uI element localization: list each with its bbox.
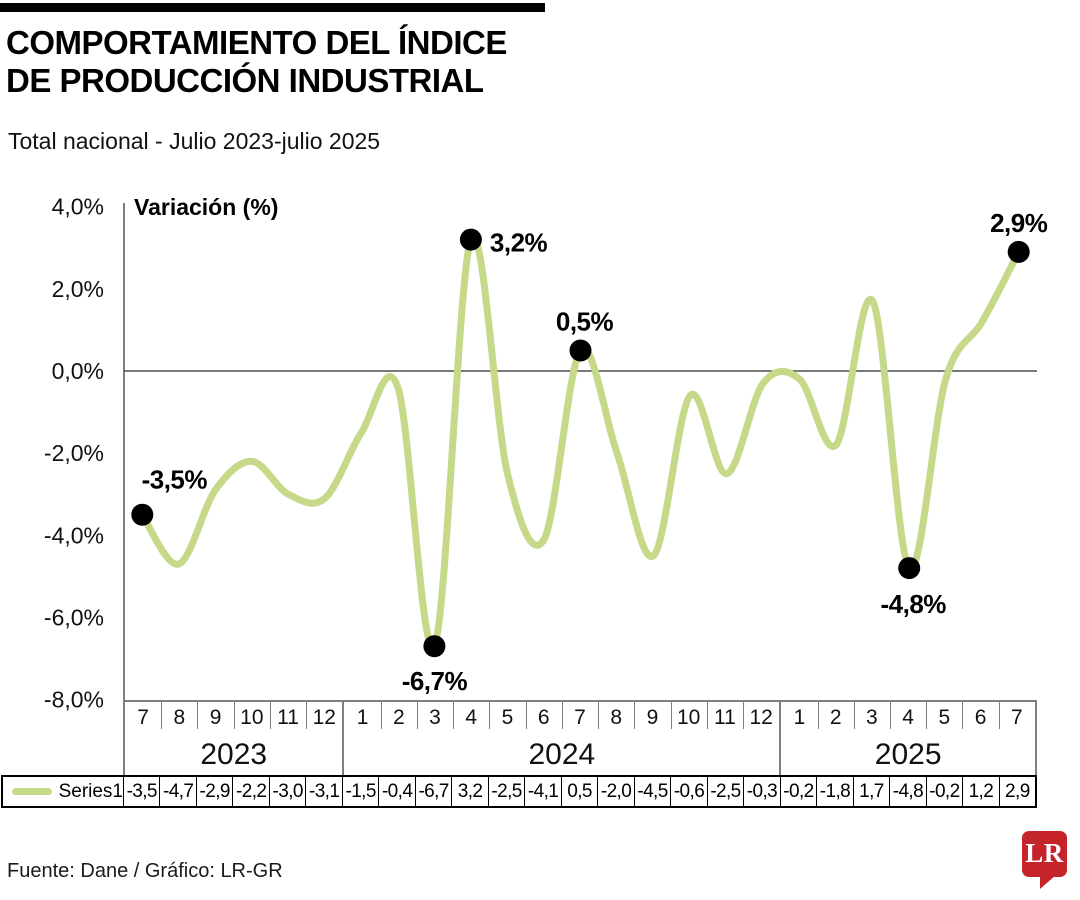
- annotation-label: -4,8%: [880, 589, 946, 619]
- values-table: Series1 -3,5 -4,7 -2,9 -2,2 -3,0 -3,1 -1,5 -0,4…: [1, 775, 1037, 808]
- value-cell: -3,1: [305, 777, 341, 806]
- annotation-label: 3,2%: [490, 228, 548, 258]
- source-credit: Fuente: Dane / Gráfico: LR-GR: [7, 860, 283, 882]
- value-cell: 0,5: [560, 777, 597, 806]
- chart-subtitle: Total nacional - Julio 2023-julio 2025: [8, 128, 381, 154]
- month-label: 2: [817, 702, 854, 734]
- months-row: 1 2 3 4 5 6 7 8 9 10 11 12: [344, 702, 779, 734]
- line-chart: Variación (%) 4,0% 2,0% 0,0% -2,0% -4,0% -6,0…: [44, 194, 1048, 713]
- y-axis-tick-label: 0,0%: [52, 358, 104, 384]
- value-cell: -4,8: [889, 777, 925, 806]
- y-axis-tick-label: -4,0%: [44, 522, 104, 548]
- y-axis-tick-label: -2,0%: [44, 440, 104, 466]
- page-title-line2: DE PRODUCCIÓN INDUSTRIAL: [6, 62, 484, 99]
- value-cell: 3,2: [451, 777, 487, 806]
- data-point-marker: [1007, 240, 1030, 263]
- data-point-marker: [459, 228, 482, 251]
- y-axis-ticks: 4,0% 2,0% 0,0% -2,0% -4,0% -6,0% -8,0%: [44, 194, 104, 713]
- month-label: 5: [489, 702, 525, 734]
- year-label: 2023: [200, 737, 268, 771]
- value-cell: -2,2: [232, 777, 268, 806]
- value-cell: -0,3: [743, 777, 779, 806]
- y-axis-tick-label: -6,0%: [44, 604, 104, 630]
- data-point-marker: [131, 503, 154, 526]
- month-label: 3: [416, 702, 453, 734]
- lr-logo: LR: [1022, 831, 1067, 889]
- month-label: 5: [926, 702, 962, 734]
- month-label: 9: [634, 702, 670, 734]
- value-cell: -2,0: [597, 777, 633, 806]
- month-label: 1: [356, 706, 369, 729]
- annotation-label: -6,7%: [402, 666, 468, 696]
- page-title: COMPORTAMIENTO DEL ÍNDICE DE PRODUCCIÓN …: [6, 24, 507, 100]
- month-label: 7: [137, 706, 149, 729]
- annotations-layer: -3,5% -6,7% 3,2% 0,5% -4,8% 2,9%: [131, 208, 1048, 696]
- annotation-label: -3,5%: [142, 465, 208, 495]
- year-group-2025: 1 2 3 4 5 6 7 2025: [779, 702, 1035, 775]
- series-line-swatch: [12, 788, 52, 795]
- y-axis-tick-label: 2,0%: [52, 276, 104, 302]
- value-cell: -2,5: [487, 777, 524, 806]
- value-cell: -3,5: [123, 777, 159, 806]
- month-label: 7: [561, 702, 598, 734]
- header-accent-bar: [0, 3, 545, 12]
- value-cell: -2,9: [195, 777, 232, 806]
- series-line: [138, 233, 1023, 652]
- month-label: 12: [743, 702, 779, 734]
- value-cell: -0,6: [670, 777, 706, 806]
- x-axis-header-table: 7 8 9 10 11 12 2023 1 2 3 4 5 6 7 8 9 10 11 12 2024 1 2 3 4 5 6 7 2…: [123, 700, 1037, 775]
- series-layer: [138, 233, 1023, 652]
- lr-logo-text: LR: [1025, 838, 1064, 868]
- value-cell: -0,4: [378, 777, 414, 806]
- month-label: 6: [525, 702, 562, 734]
- month-label: 1: [793, 706, 806, 729]
- annotation-label: 2,9%: [990, 208, 1048, 238]
- year-label: 2024: [528, 737, 596, 771]
- month-label: 9: [197, 702, 233, 734]
- page-title-line1: COMPORTAMIENTO DEL ÍNDICE: [6, 24, 507, 61]
- value-cell: -2,5: [706, 777, 743, 806]
- lr-logo-tail: [1040, 875, 1056, 889]
- y-axis-tick-label: 4,0%: [52, 194, 104, 220]
- value-cell: 1,2: [962, 777, 998, 806]
- month-label: 11: [269, 702, 306, 734]
- month-label: 8: [598, 702, 634, 734]
- month-label: 8: [161, 702, 197, 734]
- value-cell: 2,9: [998, 777, 1035, 806]
- value-cell: -0,2: [779, 777, 816, 806]
- value-cell: -6,7: [414, 777, 451, 806]
- data-point-marker: [569, 339, 592, 362]
- value-cell: -0,2: [925, 777, 962, 806]
- value-cell: -4,7: [159, 777, 195, 806]
- year-group-2024: 1 2 3 4 5 6 7 8 9 10 11 12 2024: [342, 702, 779, 775]
- value-cell: 1,7: [852, 777, 889, 806]
- year-group-2023: 7 8 9 10 11 12 2023: [125, 702, 342, 775]
- data-point-marker: [898, 557, 921, 580]
- month-label: 12: [306, 702, 342, 734]
- year-label: 2025: [874, 737, 942, 771]
- month-label: 10: [233, 702, 270, 734]
- y-axis-tick-label: -8,0%: [44, 687, 104, 713]
- value-cell: -1,5: [341, 777, 378, 806]
- legend: Series1: [3, 777, 123, 806]
- month-label: 6: [962, 702, 998, 734]
- value-cell: -3,0: [268, 777, 305, 806]
- month-label: 4: [890, 702, 926, 734]
- month-label: 11: [706, 702, 743, 734]
- value-cell: -1,8: [816, 777, 852, 806]
- month-label: 7: [998, 702, 1035, 734]
- data-point-marker: [423, 635, 446, 658]
- month-label: 3: [853, 702, 890, 734]
- annotation-label: 0,5%: [556, 307, 614, 337]
- y-axis-title: Variación (%): [134, 194, 278, 220]
- legend-label: Series1: [58, 780, 123, 802]
- month-label: 4: [453, 702, 489, 734]
- month-label: 2: [380, 702, 417, 734]
- value-cell: -4,1: [524, 777, 560, 806]
- value-cells-row: -3,5 -4,7 -2,9 -2,2 -3,0 -3,1 -1,5 -0,4 -6,7 3,2-…: [123, 777, 1035, 806]
- months-row: 7 8 9 10 11 12: [125, 702, 342, 734]
- month-label: 10: [670, 702, 707, 734]
- value-cell: -4,5: [633, 777, 670, 806]
